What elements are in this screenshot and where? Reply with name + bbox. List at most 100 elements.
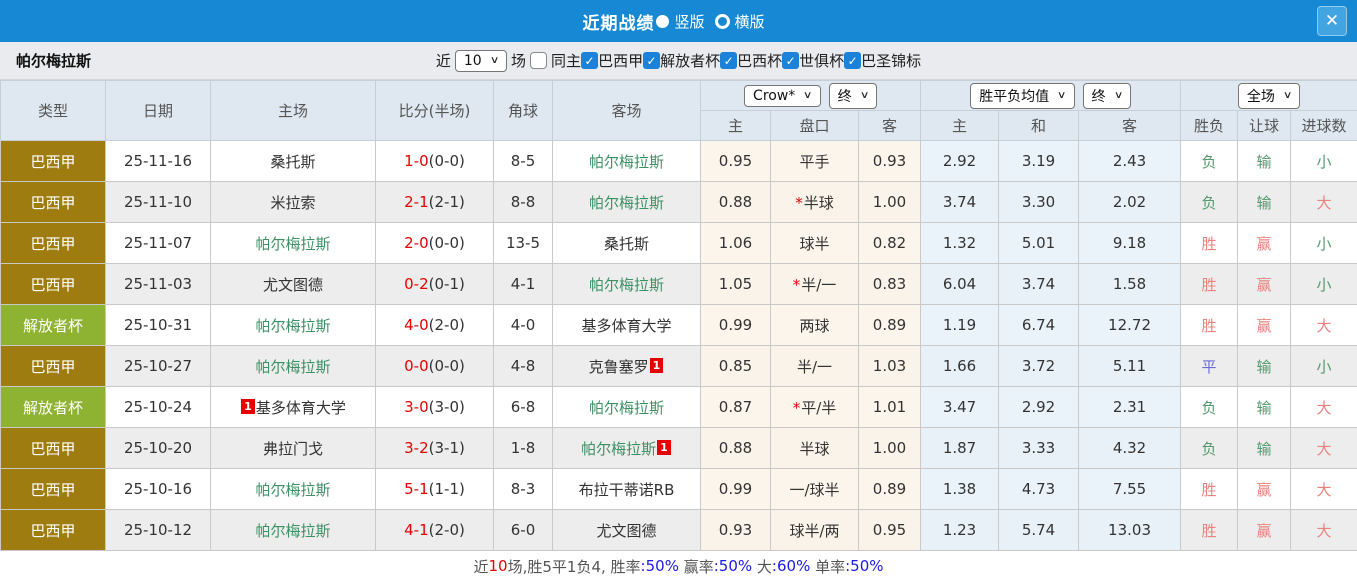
team-label: 克鲁塞罗 (589, 358, 649, 376)
avg-away-cell: 5.11 (1079, 346, 1181, 387)
summary-segment: :50% (845, 557, 883, 575)
avg-draw-cell: 3.19 (999, 141, 1079, 182)
red-card-badge: 1 (657, 440, 671, 455)
type-cell: 巴西甲 (1, 141, 106, 182)
corners-cell: 6-8 (494, 387, 553, 428)
summary-segment: :50% (641, 557, 679, 575)
header-score: 比分(半场) (376, 81, 494, 141)
league-checkbox[interactable]: ✓ (720, 52, 737, 69)
avg-home-cell: 1.32 (921, 223, 999, 264)
score-cell: 0-0(0-0) (376, 346, 494, 387)
type-cell: 巴西甲 (1, 223, 106, 264)
radio-horizontal-label[interactable]: 横版 (735, 11, 765, 32)
same-home-checkbox[interactable] (530, 52, 547, 69)
radio-unselected-icon[interactable] (715, 14, 730, 29)
handicap-label: 平手 (799, 153, 829, 171)
same-home-label: 同主 (551, 50, 581, 71)
odds-state-select[interactable]: 终 ∨ (829, 83, 877, 109)
radio-selected-icon[interactable] (656, 15, 669, 28)
avg-away-cell: 2.31 (1079, 387, 1181, 428)
score-cell: 5-1(1-1) (376, 469, 494, 510)
team-label: 帕尔梅拉斯 (589, 153, 664, 171)
date-cell: 25-10-16 (106, 469, 211, 510)
handicap-label: 球半/两 (789, 522, 839, 540)
result-cell: 平 (1181, 346, 1238, 387)
team-label: 米拉索 (270, 194, 315, 212)
odds-company-select[interactable]: Crow* ∨ (744, 85, 821, 107)
avg-away-cell: 12.72 (1079, 305, 1181, 346)
avg-away-cell: 7.55 (1079, 469, 1181, 510)
halftime-score: (3-1) (429, 439, 465, 457)
team-name: 帕尔梅拉斯 (16, 50, 91, 71)
team-label: 帕尔梅拉斯 (255, 358, 330, 376)
league-checkbox[interactable]: ✓ (844, 52, 861, 69)
avg-home-cell: 3.47 (921, 387, 999, 428)
away-team-cell: 布拉干蒂诺RB (553, 469, 701, 510)
filter-controls: 近 10 ∨ 场 同主 ✓巴西甲✓解放者杯✓巴西杯✓世俱杯✓巴圣锦标 (436, 50, 921, 72)
odds-away-cell: 0.95 (859, 510, 921, 551)
away-team-cell: 帕尔梅拉斯 (553, 141, 701, 182)
handicap-label: 半/一 (801, 276, 836, 294)
type-cell: 巴西甲 (1, 346, 106, 387)
home-team-cell: 弗拉门戈 (211, 428, 376, 469)
odds-home-cell: 0.99 (701, 305, 771, 346)
odds-home-cell: 0.95 (701, 141, 771, 182)
chevron-down-icon: ∨ (1283, 90, 1293, 101)
league-checkbox[interactable]: ✓ (581, 52, 598, 69)
handicap-cell: 平手 (771, 141, 859, 182)
odds-home-cell: 0.93 (701, 510, 771, 551)
fulltime-score: 4-1 (404, 521, 429, 539)
home-team-cell: 帕尔梅拉斯 (211, 346, 376, 387)
subheader-odds-away: 客 (859, 111, 921, 141)
average-select[interactable]: 胜平负均值 ∨ (970, 83, 1074, 109)
handicap-result-cell: 赢 (1238, 264, 1291, 305)
team-label: 帕尔梅拉斯 (589, 276, 664, 294)
result-cell: 负 (1181, 387, 1238, 428)
odds-home-cell: 0.88 (701, 428, 771, 469)
summary-segment: :50% (714, 557, 752, 575)
halftime-score: (0-1) (429, 275, 465, 293)
league-checkbox[interactable]: ✓ (782, 52, 799, 69)
goals-cell: 大 (1291, 428, 1357, 469)
avg-home-cell: 2.92 (921, 141, 999, 182)
home-team-cell: 米拉索 (211, 182, 376, 223)
result-cell: 胜 (1181, 264, 1238, 305)
match-count-select[interactable]: 10 ∨ (455, 50, 507, 72)
avg-away-cell: 9.18 (1079, 223, 1181, 264)
date-cell: 25-10-27 (106, 346, 211, 387)
league-checkbox[interactable]: ✓ (643, 52, 660, 69)
team-label: 帕尔梅拉斯 (581, 440, 656, 458)
close-icon[interactable]: ✕ (1317, 6, 1347, 36)
average-state-select[interactable]: 终 ∨ (1083, 83, 1131, 109)
result-cell: 胜 (1181, 510, 1238, 551)
chevron-down-icon: ∨ (803, 90, 813, 101)
avg-home-cell: 1.19 (921, 305, 999, 346)
header-average-group: 胜平负均值 ∨ 终 ∨ (921, 81, 1181, 111)
radio-vertical-label[interactable]: 竖版 (674, 11, 704, 32)
away-team-cell: 帕尔梅拉斯 (553, 387, 701, 428)
avg-home-cell: 1.66 (921, 346, 999, 387)
subheader-avg-away: 客 (1079, 111, 1181, 141)
handicap-cell: 半球 (771, 428, 859, 469)
header-date: 日期 (106, 81, 211, 141)
home-team-cell: 帕尔梅拉斯 (211, 305, 376, 346)
date-cell: 25-10-12 (106, 510, 211, 551)
header-home: 主场 (211, 81, 376, 141)
scope-select[interactable]: 全场 ∨ (1238, 83, 1300, 109)
result-cell: 胜 (1181, 223, 1238, 264)
home-team-cell: 帕尔梅拉斯 (211, 223, 376, 264)
handicap-label: 半/一 (797, 358, 832, 376)
corners-cell: 4-0 (494, 305, 553, 346)
avg-draw-cell: 3.30 (999, 182, 1079, 223)
fulltime-score: 3-2 (404, 439, 429, 457)
score-cell: 4-0(2-0) (376, 305, 494, 346)
summary-segment: 场,胜5平1负4, (508, 556, 611, 577)
team-label: 基多体育大学 (256, 399, 346, 417)
goals-cell: 大 (1291, 387, 1357, 428)
layout-radio-group: 竖版 横版 (656, 11, 774, 32)
avg-away-cell: 4.32 (1079, 428, 1181, 469)
date-cell: 25-10-31 (106, 305, 211, 346)
